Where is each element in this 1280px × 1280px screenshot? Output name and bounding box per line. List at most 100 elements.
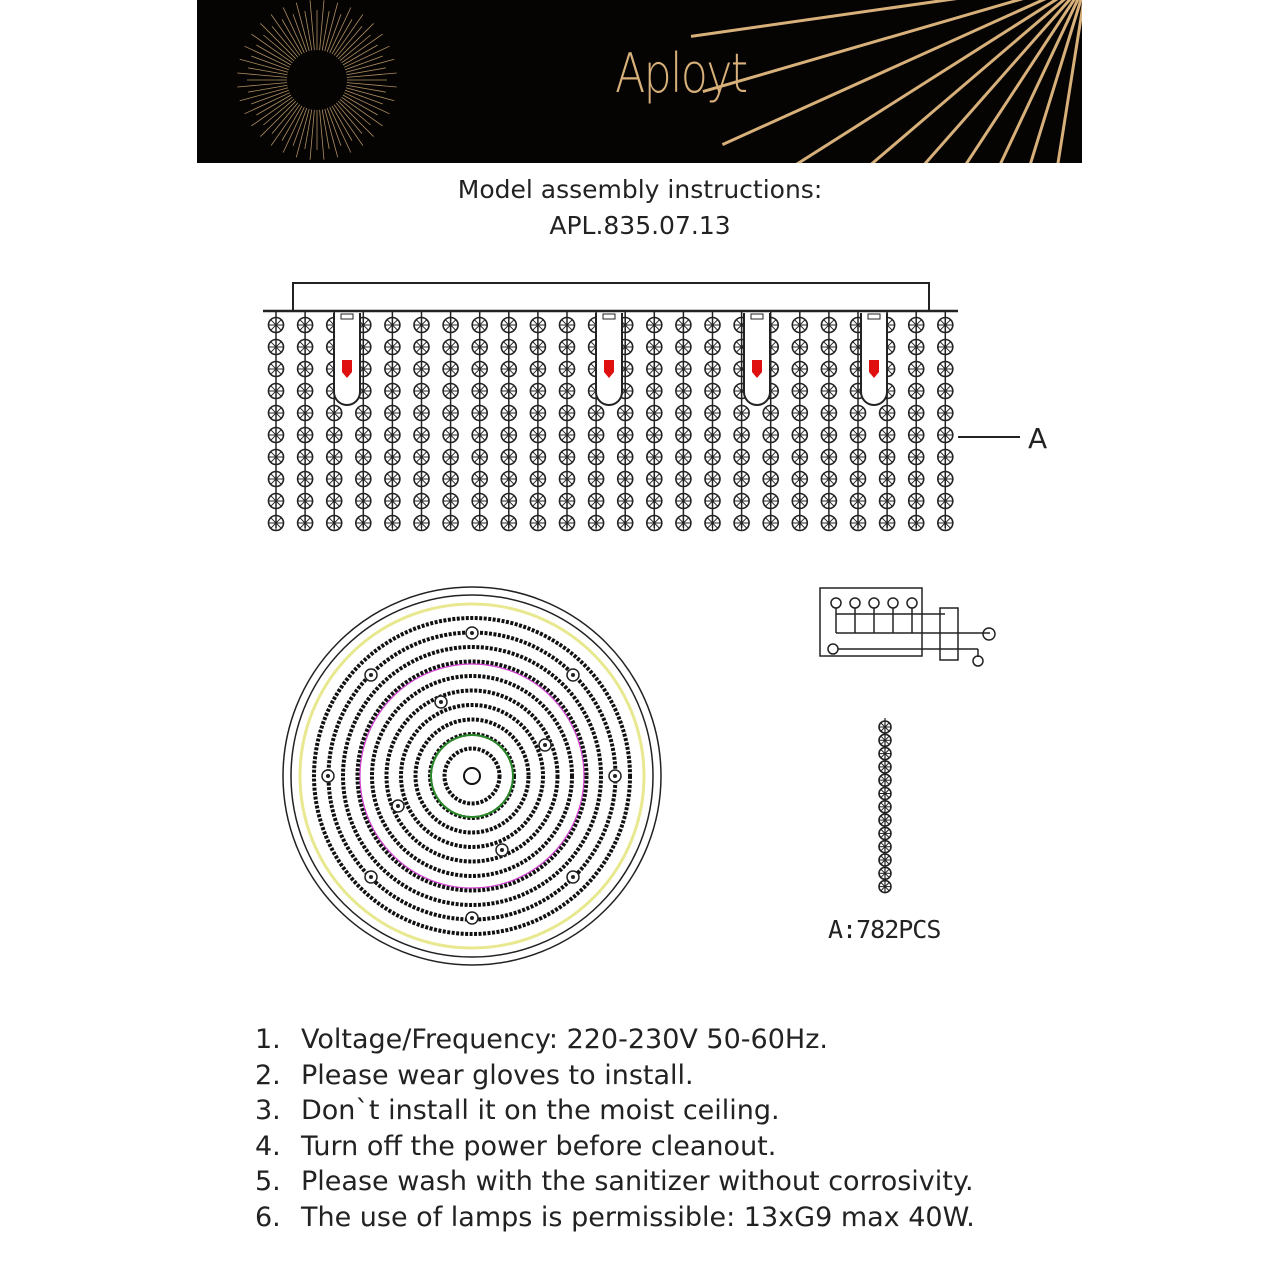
crystal [791, 514, 809, 532]
crystal-ring [384, 688, 560, 864]
crystal [558, 448, 576, 466]
crystal [762, 470, 780, 488]
crystal [558, 338, 576, 356]
crystal [704, 404, 721, 422]
crystal [267, 404, 285, 422]
crystal [384, 470, 401, 488]
crystal [558, 492, 576, 510]
crystal-ring [399, 703, 545, 849]
crystal [442, 514, 459, 532]
crystal [704, 470, 721, 488]
mid-ring [359, 663, 585, 889]
crystal [645, 404, 663, 422]
crystal [384, 448, 401, 466]
crystal [529, 514, 547, 532]
crystal [907, 338, 925, 356]
sunburst-graphic [237, 0, 1082, 163]
crystal [907, 492, 925, 510]
crystal [413, 470, 430, 488]
crystal [675, 338, 692, 356]
brand-banner: Aployt [197, 0, 1082, 163]
crystal [675, 492, 692, 510]
outer-ring [298, 602, 646, 950]
crystal [704, 426, 721, 444]
crystal [820, 514, 838, 532]
crystal [820, 404, 838, 422]
crystal [325, 470, 343, 488]
crystal [529, 360, 547, 378]
crystal [296, 316, 314, 334]
crystal [296, 338, 314, 356]
crystal [907, 404, 925, 422]
crystal [442, 382, 459, 400]
crystal [791, 470, 809, 488]
part-label-a: A [1028, 422, 1048, 455]
crystal [675, 382, 692, 400]
crystal [529, 492, 547, 510]
crystal [645, 382, 663, 400]
crystal [500, 360, 518, 378]
crystal [645, 492, 663, 510]
crystal [413, 338, 430, 356]
crystal [820, 360, 838, 378]
crystal [878, 492, 896, 510]
crystal [296, 360, 314, 378]
crystal [267, 470, 285, 488]
crystal [936, 492, 954, 510]
brand-logo: Aployt [615, 42, 748, 105]
crystal [500, 448, 518, 466]
crystal [733, 448, 750, 466]
crystal [849, 448, 867, 466]
crystal [384, 316, 401, 334]
crystal [471, 448, 489, 466]
crystal [500, 470, 518, 488]
crystal [791, 448, 809, 466]
crystal [587, 426, 605, 444]
crystal [296, 426, 314, 444]
crystal [442, 316, 459, 334]
part-count: A:782PCS [828, 915, 941, 944]
crystal [558, 316, 576, 334]
crystal [704, 316, 721, 334]
crystal [791, 360, 809, 378]
crystal [267, 360, 285, 378]
instruction-item: 4. Turn off the power before cleanout. [255, 1130, 777, 1162]
instruction-item: 1. Voltage/Frequency: 220-230V 50-60Hz. [255, 1024, 828, 1055]
crystal [558, 382, 576, 400]
crystal [645, 514, 663, 532]
crystal [704, 338, 721, 356]
crystal [413, 382, 430, 400]
document-title: Model assembly instructions: [457, 175, 823, 204]
crystal [936, 470, 954, 488]
crystal [762, 514, 780, 532]
crystal [471, 338, 489, 356]
crystal [675, 360, 692, 378]
crystal-ring [370, 674, 574, 878]
crystal [733, 492, 750, 510]
crystal [936, 382, 954, 400]
crystal [820, 316, 838, 334]
crystal [849, 514, 867, 532]
crystal [878, 470, 896, 488]
crystal [704, 448, 721, 466]
crystal [820, 448, 838, 466]
crystal [645, 316, 663, 334]
crystal [616, 492, 634, 510]
crystal [267, 338, 285, 356]
crystal [675, 404, 692, 422]
crystal [413, 426, 430, 444]
crystal [791, 404, 809, 422]
crystal [907, 426, 925, 444]
crystal [616, 426, 634, 444]
crystal [384, 514, 401, 532]
crystal [296, 470, 314, 488]
crystal [529, 426, 547, 444]
crystal [413, 448, 430, 466]
crystal [849, 492, 867, 510]
crystal [471, 514, 489, 532]
crystal [616, 470, 634, 488]
crystal [325, 492, 343, 510]
crystal [529, 382, 547, 400]
crystal [820, 492, 838, 510]
crystal-ring [413, 717, 531, 835]
